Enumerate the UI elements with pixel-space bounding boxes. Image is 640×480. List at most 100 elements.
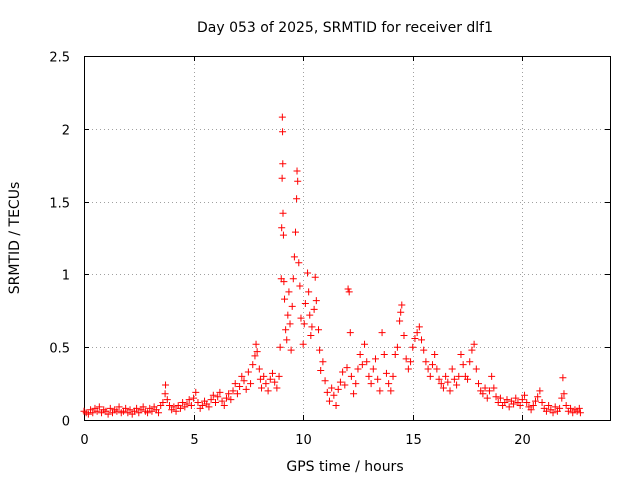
data-point [516, 401, 524, 409]
data-point [371, 355, 379, 363]
data-point [253, 348, 261, 356]
data-point [437, 380, 445, 388]
data-point [227, 396, 235, 404]
data-point [542, 407, 550, 415]
data-point [455, 372, 463, 380]
data-point [549, 409, 557, 417]
x-tick-label: 15 [405, 433, 422, 448]
data-point [472, 365, 480, 373]
data-point [376, 387, 384, 395]
data-point [251, 352, 259, 360]
y-tick-label: 1.5 [49, 197, 70, 212]
chart-title: Day 053 of 2025, SRMTID for receiver dlf… [197, 20, 493, 36]
data-point [113, 407, 121, 415]
y-axis-title: SRMTID / TECUs [7, 182, 23, 295]
data-point [300, 320, 308, 328]
data-point [341, 381, 349, 389]
data-point [559, 374, 567, 382]
x-tick-label: 20 [514, 433, 531, 448]
data-point [529, 401, 537, 409]
data-point [244, 368, 252, 376]
data-point [122, 404, 130, 412]
data-point [194, 399, 202, 407]
x-tick-label: 10 [295, 433, 312, 448]
data-point [278, 174, 286, 182]
data-point [415, 323, 423, 331]
data-point [413, 329, 421, 337]
data-point [165, 401, 173, 409]
data-point [485, 387, 493, 395]
data-point [422, 358, 430, 366]
data-point [396, 317, 404, 325]
data-point [431, 350, 439, 358]
data-point [387, 387, 395, 395]
data-point [523, 399, 531, 407]
y-tick-label: 1 [62, 269, 70, 284]
data-point [475, 380, 482, 388]
data-point [294, 177, 302, 185]
data-point [481, 384, 489, 392]
data-point [344, 285, 352, 293]
data-point [89, 409, 97, 417]
data-point [435, 375, 443, 383]
data-point [214, 393, 222, 401]
data-point [551, 403, 559, 411]
data-point [220, 401, 228, 409]
data-point [161, 390, 169, 398]
data-point [531, 397, 539, 405]
data-point [170, 403, 178, 411]
data-point [278, 113, 286, 121]
data-point [433, 365, 441, 373]
data-point [382, 369, 390, 377]
data-point [287, 346, 295, 354]
data-point [308, 323, 316, 331]
data-point [393, 343, 401, 351]
data-point [404, 365, 412, 373]
data-point [464, 375, 472, 383]
data-point [279, 128, 287, 136]
data-point [488, 372, 496, 380]
data-point [172, 407, 180, 415]
data-point [280, 278, 288, 286]
data-point [350, 390, 358, 398]
data-point [278, 224, 286, 232]
plot-frame [84, 56, 611, 421]
data-point [545, 401, 553, 409]
data-point [356, 350, 364, 358]
data-point [284, 311, 292, 319]
data-point [144, 409, 152, 417]
data-point [297, 314, 305, 322]
data-point [179, 399, 187, 407]
data-point [558, 394, 566, 402]
data-point [104, 410, 112, 418]
data-point [490, 384, 498, 392]
data-point [312, 297, 320, 305]
data-point [293, 195, 301, 203]
data-point [307, 332, 315, 340]
data-point [420, 346, 428, 354]
data-point [492, 393, 500, 401]
y-tick-label: 2.5 [49, 51, 70, 66]
data-point [291, 228, 299, 236]
data-point [358, 361, 366, 369]
data-point [536, 387, 544, 395]
data-point [315, 326, 323, 334]
data-point [304, 269, 312, 277]
data-point [155, 409, 163, 417]
data-point [562, 401, 570, 409]
data-point [279, 209, 287, 217]
data-point [218, 397, 226, 405]
data-point [285, 288, 293, 296]
data-point [205, 403, 213, 411]
data-point [238, 372, 246, 380]
data-point [296, 282, 304, 290]
data-point [95, 403, 103, 411]
data-point [391, 350, 399, 358]
data-point [185, 396, 193, 404]
data-point [295, 259, 303, 267]
x-tick-label: 0 [80, 433, 88, 448]
data-point [453, 381, 461, 389]
data-point [316, 346, 324, 354]
data-point [567, 404, 575, 412]
data-point [459, 361, 467, 369]
